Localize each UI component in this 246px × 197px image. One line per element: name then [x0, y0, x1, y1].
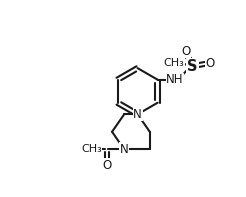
Text: N: N	[120, 143, 129, 156]
Text: N: N	[133, 108, 142, 121]
Text: NH: NH	[166, 73, 184, 86]
Text: O: O	[205, 57, 214, 70]
Text: O: O	[182, 45, 191, 58]
Text: CH₃: CH₃	[81, 144, 102, 154]
Text: S: S	[187, 59, 197, 74]
Text: CH₃: CH₃	[164, 58, 184, 68]
Text: O: O	[102, 159, 111, 172]
